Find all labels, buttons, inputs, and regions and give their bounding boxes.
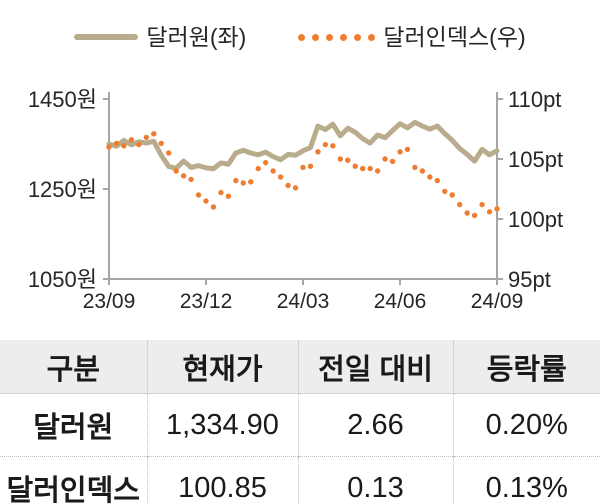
krw-row-label: 달러원 bbox=[0, 393, 147, 457]
dxy-data-point bbox=[203, 198, 209, 204]
krw-change-rate: 0.20% bbox=[452, 393, 600, 457]
chart-legend: 달러원(좌) 달러인덱스(우) bbox=[0, 22, 600, 52]
dxy-data-point bbox=[106, 144, 112, 150]
dxy-data-point bbox=[121, 143, 127, 149]
dxy-data-point bbox=[494, 206, 500, 212]
left-axis-tick-label: 1050원 bbox=[28, 267, 97, 292]
legend-item-dxy: 달러인덱스(우) bbox=[298, 23, 526, 50]
dxy-data-point bbox=[322, 141, 329, 148]
dxy-data-point bbox=[449, 192, 455, 198]
quote-table: 구분 현재가 전일 대비 등락률 달러원 1,334.90 2.66 0.20%… bbox=[0, 340, 600, 504]
dxy-row-label: 달러인덱스 bbox=[0, 456, 147, 504]
dxy-data-point bbox=[240, 180, 247, 186]
dxy-data-point bbox=[442, 188, 448, 195]
legend-label-krw: 달러원(좌) bbox=[146, 23, 247, 50]
table-header-row: 구분 현재가 전일 대비 등락률 bbox=[0, 340, 600, 394]
x-axis-tick-label: 23/12 bbox=[180, 290, 233, 313]
x-axis-tick-label: 23/09 bbox=[83, 290, 136, 313]
right-axis-tick-label: 100pt bbox=[508, 207, 563, 232]
dxy-data-point bbox=[277, 174, 284, 180]
dxy-data-point bbox=[374, 168, 381, 174]
left-axis-tick-label: 1250원 bbox=[28, 177, 97, 202]
dxy-data-point bbox=[367, 165, 373, 172]
header-day-change: 전일 대비 bbox=[297, 340, 453, 394]
dxy-data-point bbox=[210, 204, 217, 210]
dxy-data-point bbox=[136, 141, 142, 148]
dxy-data-point bbox=[113, 140, 120, 147]
krw-day-change: 2.66 bbox=[297, 393, 453, 457]
dxy-data-point bbox=[158, 140, 164, 147]
x-axis-tick-label: 24/09 bbox=[471, 290, 524, 313]
dxy-data-point bbox=[330, 143, 336, 149]
dxy-data-point bbox=[255, 165, 261, 172]
dxy-data-point bbox=[151, 131, 157, 137]
krw-series-line bbox=[106, 119, 500, 172]
dxy-dots-swatch-icon bbox=[298, 33, 376, 41]
header-category: 구분 bbox=[0, 340, 147, 394]
dxy-data-point bbox=[479, 201, 485, 208]
dxy-data-point bbox=[188, 176, 194, 183]
dxy-data-point bbox=[412, 164, 418, 171]
krw-line-swatch-icon bbox=[74, 34, 139, 40]
left-axis-tick-label: 1450원 bbox=[28, 87, 97, 112]
dxy-data-point bbox=[397, 149, 403, 155]
table-row-dxy: 달러인덱스 100.85 0.13 0.13% bbox=[0, 456, 600, 504]
dxy-data-point bbox=[165, 150, 172, 156]
dxy-data-point bbox=[337, 156, 344, 162]
price-chart: 1450원 1250원 1050원 110pt 105pt 100pt 95pt 23/09 2… bbox=[0, 70, 600, 320]
right-axis-tick-label: 110pt bbox=[508, 87, 561, 112]
dxy-data-point bbox=[300, 164, 306, 171]
krw-current-price: 1,334.90 bbox=[146, 393, 298, 457]
dxy-data-point bbox=[471, 212, 478, 219]
dxy-data-point bbox=[292, 185, 299, 191]
dxy-data-point bbox=[419, 168, 426, 174]
dxy-change-rate: 0.13% bbox=[452, 456, 600, 504]
dxy-data-point bbox=[359, 165, 366, 172]
dxy-data-point bbox=[233, 177, 239, 184]
dxy-data-point bbox=[195, 192, 202, 198]
dxy-data-point bbox=[218, 189, 224, 196]
dxy-data-point bbox=[352, 163, 358, 169]
dxy-data-point bbox=[404, 146, 411, 153]
header-current-price: 현재가 bbox=[146, 340, 298, 394]
dxy-data-point bbox=[434, 177, 441, 184]
dxy-data-point bbox=[456, 201, 463, 208]
right-axis-tick-label: 95pt bbox=[508, 267, 551, 292]
dxy-data-point bbox=[427, 174, 433, 180]
legend-label-dxy: 달러인덱스(우) bbox=[383, 23, 526, 50]
dxy-day-change: 0.13 bbox=[297, 456, 453, 504]
dxy-current-price: 100.85 bbox=[146, 456, 298, 504]
quote-table-area: 구분 현재가 전일 대비 등락률 달러원 1,334.90 2.66 0.20%… bbox=[0, 340, 600, 504]
right-axis-tick-label: 105pt bbox=[508, 147, 563, 172]
dxy-data-point bbox=[345, 157, 351, 163]
header-change-rate: 등락률 bbox=[452, 340, 600, 394]
dxy-data-point bbox=[225, 193, 232, 199]
dxy-series-dots bbox=[106, 131, 500, 219]
x-axis-tick-label: 24/03 bbox=[277, 290, 330, 313]
dxy-data-point bbox=[285, 182, 291, 189]
dxy-data-point bbox=[389, 158, 396, 165]
dxy-data-point bbox=[262, 159, 269, 166]
dxy-data-point bbox=[180, 173, 187, 179]
dxy-data-point bbox=[143, 134, 150, 141]
chart-canvas: 1450원 1250원 1050원 110pt 105pt 100pt 95pt 23/09 2… bbox=[28, 87, 563, 313]
dxy-data-point bbox=[486, 209, 493, 215]
table-row-krw: 달러원 1,334.90 2.66 0.20% bbox=[0, 393, 600, 457]
dxy-data-point bbox=[464, 210, 470, 216]
x-axis-tick-label: 24/06 bbox=[374, 290, 427, 313]
dxy-data-point bbox=[382, 156, 388, 162]
legend-item-krw: 달러원(좌) bbox=[74, 23, 247, 50]
dxy-data-point bbox=[307, 163, 314, 169]
dxy-data-point bbox=[315, 149, 321, 155]
dxy-data-point bbox=[248, 179, 254, 185]
dxy-data-point bbox=[270, 168, 276, 174]
dxy-data-point bbox=[173, 168, 179, 174]
dxy-data-point bbox=[128, 137, 135, 143]
